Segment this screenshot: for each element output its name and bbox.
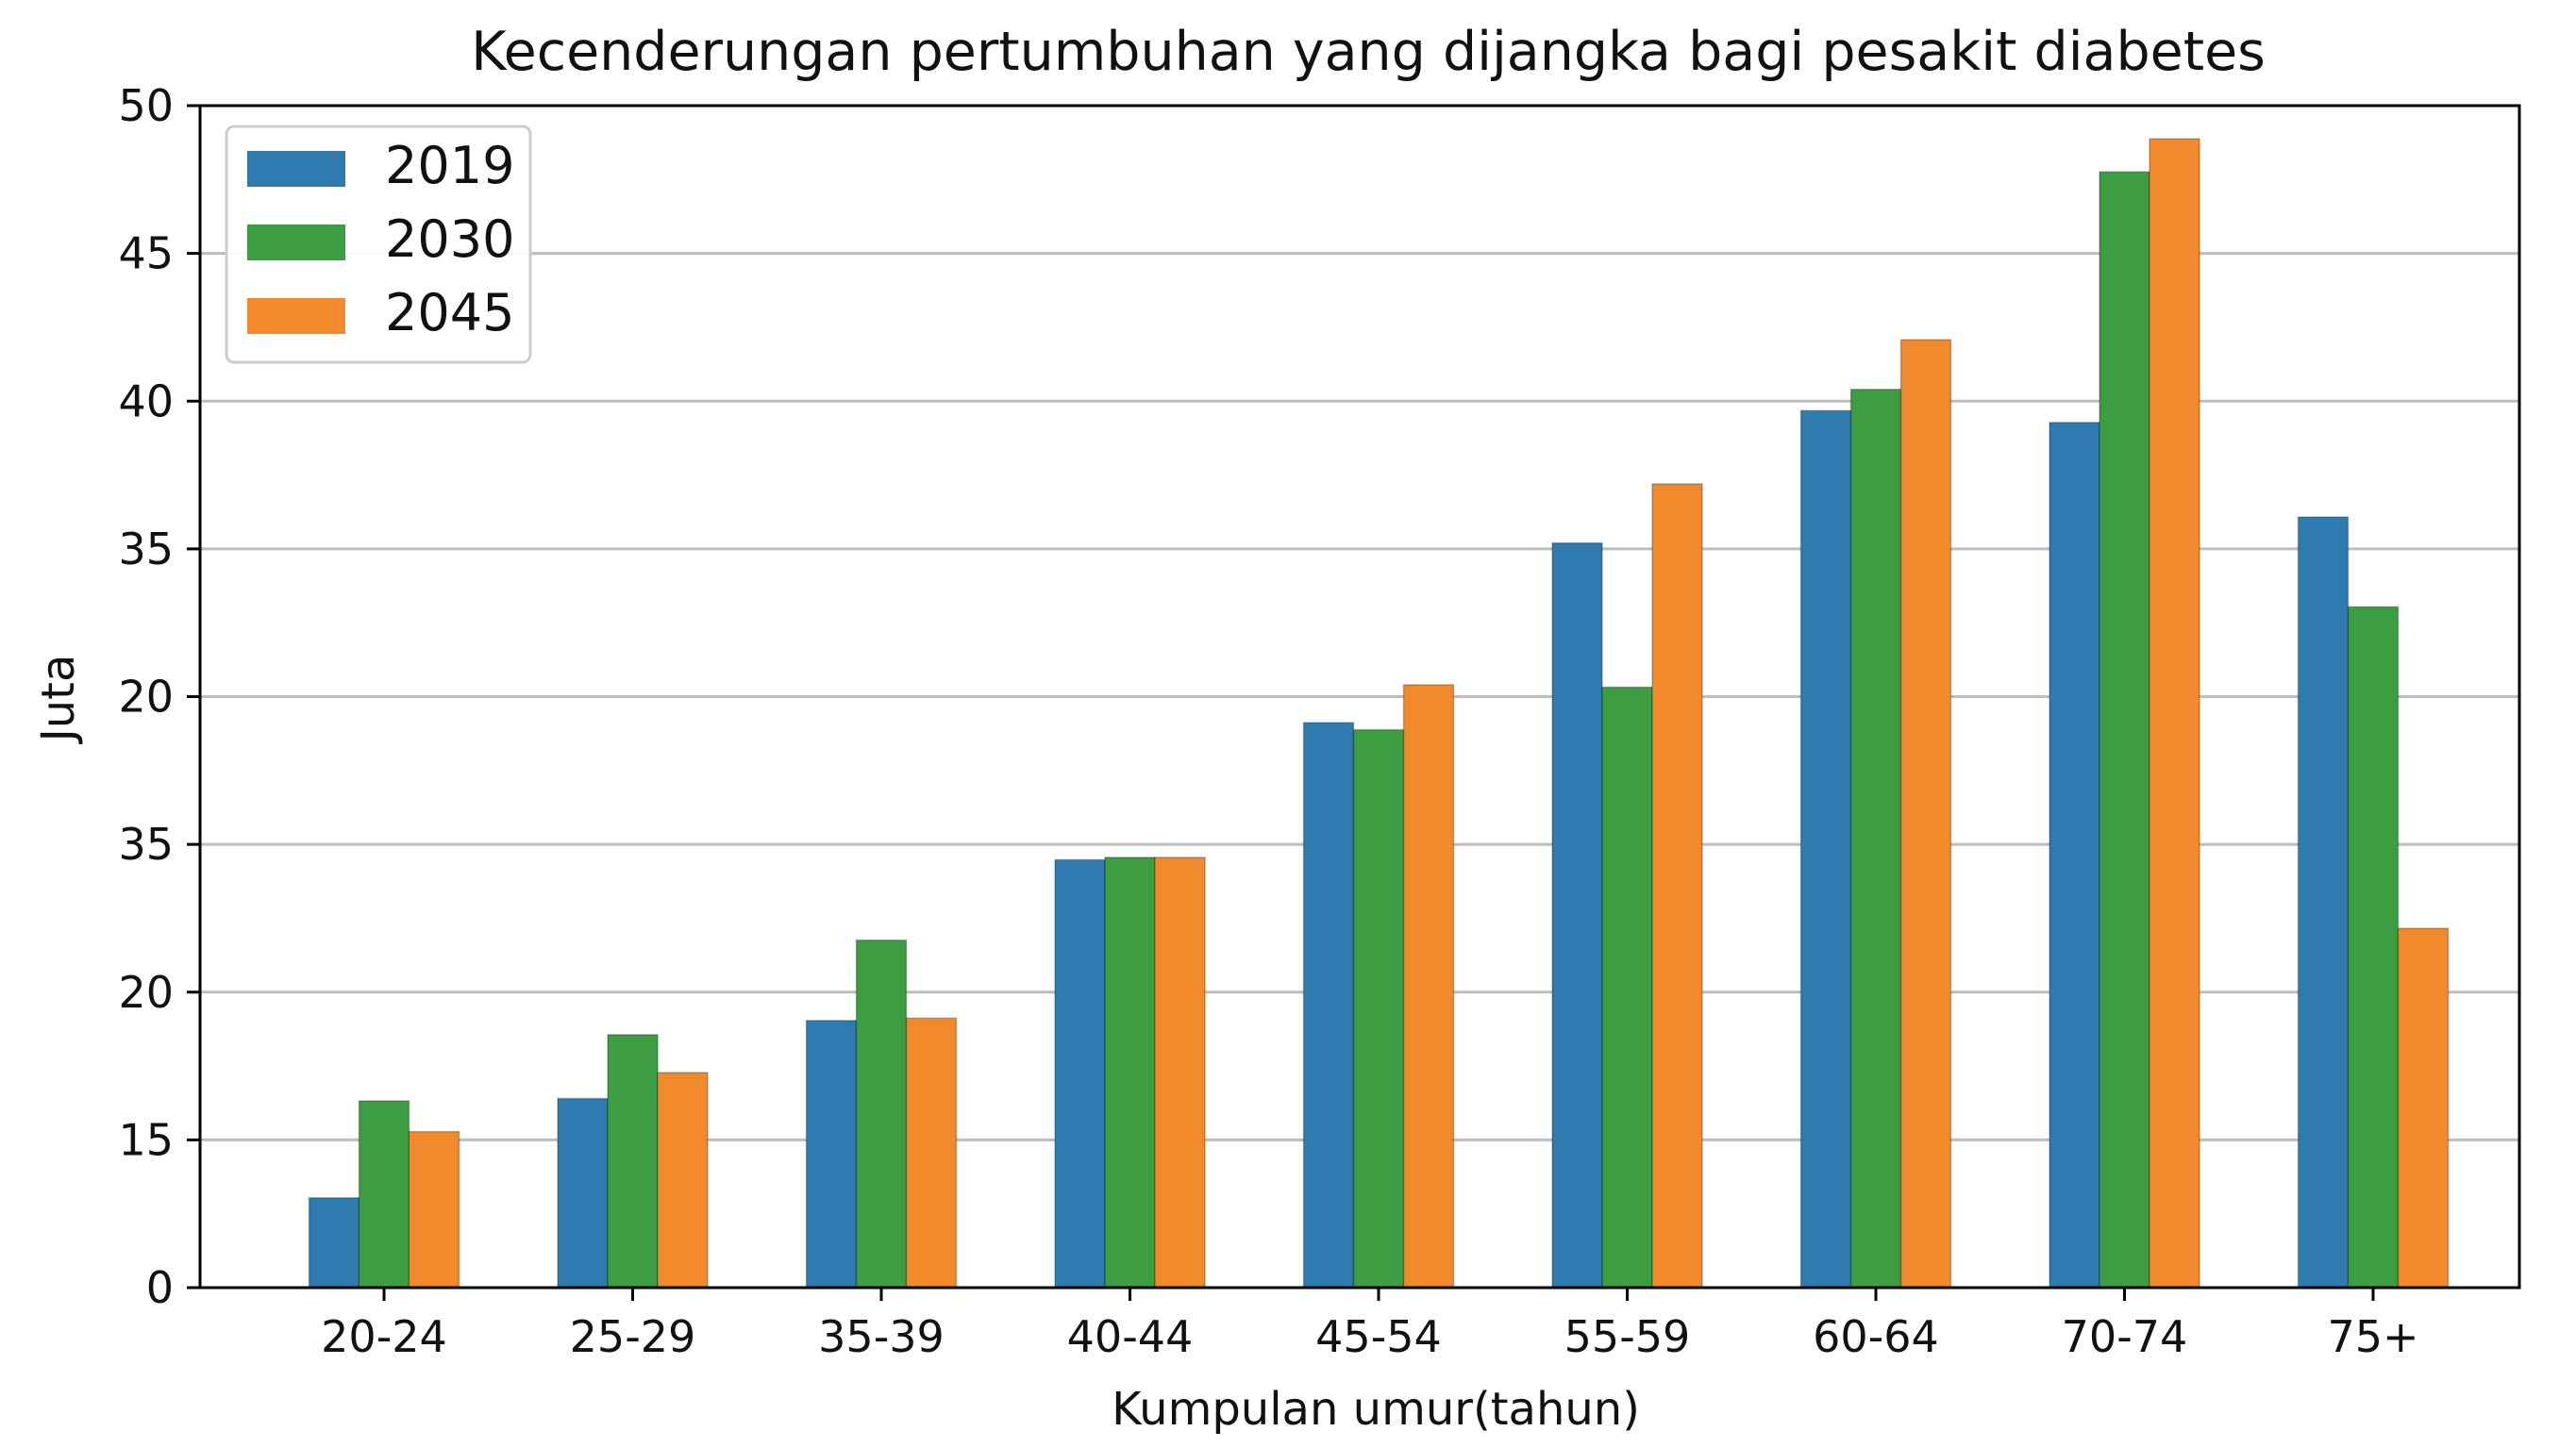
x-tick-label: 25-29 [570, 1311, 696, 1362]
bar-2045-70-74 [2149, 138, 2200, 1289]
legend-swatch-2019 [247, 151, 345, 187]
bar-2019-40-44 [1054, 858, 1106, 1289]
bar-2030-35-39 [855, 939, 908, 1289]
bar-2019-25-29 [557, 1097, 609, 1289]
y-axis-ticks: 0 15 20 35 20 35 40 45 50 [118, 80, 200, 1313]
bar-2019-55-59 [1551, 541, 1603, 1289]
y-tick-label: 50 [118, 80, 174, 131]
bar-2030-75+ [2347, 606, 2400, 1289]
bar-2019-70-74 [2049, 422, 2100, 1289]
bar-2019-20-24 [308, 1197, 360, 1289]
bar-2030-45-54 [1352, 728, 1405, 1289]
bar-2045-60-64 [1899, 339, 1952, 1289]
legend-swatch-2045 [247, 298, 345, 334]
bar-2030-60-64 [1849, 388, 1902, 1289]
x-tick-label: 70-74 [2062, 1311, 2188, 1362]
y-tick-label: 40 [118, 375, 174, 426]
bar-2019-45-54 [1302, 722, 1355, 1289]
legend-label-2045: 2045 [385, 283, 514, 342]
x-tick-label: 55-59 [1564, 1311, 1691, 1362]
bar-2030-20-24 [358, 1100, 410, 1289]
x-tick-label: 60-64 [1813, 1311, 1939, 1362]
bar-2045-25-29 [657, 1072, 709, 1289]
legend-label-2019: 2019 [385, 136, 514, 195]
legend: 2019 2030 2045 [225, 125, 532, 364]
bar-2045-75+ [2397, 927, 2450, 1289]
y-tick-label: 45 [118, 228, 174, 279]
bar-2045-35-39 [905, 1017, 958, 1289]
x-tick-label: 40-44 [1067, 1311, 1194, 1362]
legend-label-2030: 2030 [385, 209, 514, 269]
x-tick-label: 20-24 [321, 1311, 447, 1362]
bar-2019-35-39 [805, 1020, 858, 1289]
x-tick-label: 35-39 [818, 1311, 945, 1362]
x-axis-label: Kumpulan umur(tahun) [1112, 1383, 1640, 1436]
bar-2030-25-29 [607, 1034, 659, 1289]
bar-2045-20-24 [408, 1130, 460, 1289]
x-tick-label: 45-54 [1315, 1311, 1442, 1362]
bars [308, 138, 2450, 1289]
bar-2019-75+ [2297, 516, 2350, 1289]
x-axis-ticks: 20-24 25-29 35-39 40-44 45-54 55-59 60-64 70-74… [321, 1288, 2419, 1362]
y-tick-label: 20 [118, 672, 174, 723]
y-tick-label: 0 [146, 1262, 174, 1313]
x-tick-label: 75+ [2327, 1311, 2418, 1362]
bar-2030-55-59 [1601, 686, 1653, 1289]
legend-swatch-2030 [247, 225, 345, 260]
bar-2045-55-59 [1651, 483, 1703, 1289]
bar-2045-45-54 [1402, 684, 1455, 1289]
y-tick-label: 35 [118, 819, 174, 870]
y-tick-label: 35 [118, 524, 174, 574]
chart-title: Kecenderungan pertumbuhan yang dijangka … [471, 21, 2266, 83]
bar-2045-40-44 [1154, 857, 1206, 1289]
y-tick-label: 20 [118, 967, 174, 1018]
bar-2030-40-44 [1104, 857, 1156, 1289]
bar-2019-60-64 [1799, 409, 1852, 1289]
y-axis-label: Juta [32, 655, 85, 745]
y-tick-label: 15 [118, 1114, 174, 1165]
bar-2030-70-74 [2099, 171, 2150, 1289]
